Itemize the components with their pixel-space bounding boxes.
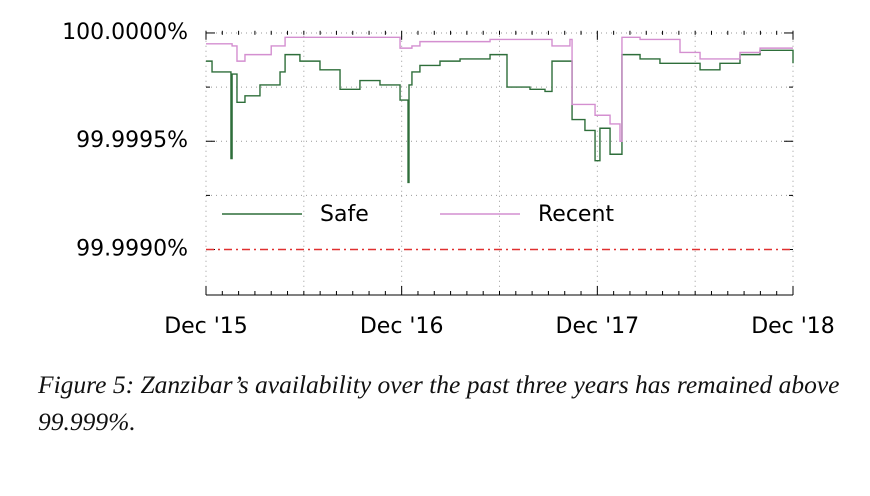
x-tick-label: Dec '16 xyxy=(360,314,444,339)
figure-caption: Figure 5: Zanzibar’s availability over t… xyxy=(38,370,840,436)
x-tick-label: Dec '15 xyxy=(164,314,248,339)
series-line xyxy=(206,36,793,142)
legend-label: Safe xyxy=(320,202,369,227)
x-tick-label: Dec '18 xyxy=(751,314,835,339)
y-tick-label: 99.9990% xyxy=(76,237,188,262)
x-tick-label: Dec '17 xyxy=(556,314,640,339)
chart: Dec '15 Dec '16 Dec '17 Dec '18 99.9990% 99.9… xyxy=(62,20,835,339)
y-tick-label: 100.0000% xyxy=(62,20,188,45)
y-tick-label: 99.9995% xyxy=(76,128,188,153)
legend-label: Recent xyxy=(538,202,614,227)
series-line xyxy=(206,49,794,184)
